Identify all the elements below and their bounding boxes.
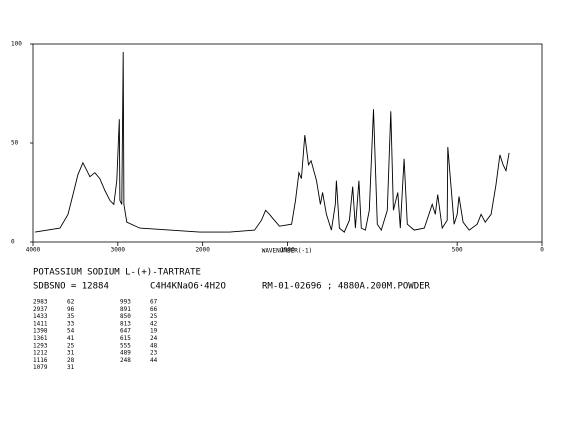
peak-intensity: 31 <box>67 350 75 357</box>
peak-wavenumber: 1398 <box>33 328 48 335</box>
peak-wavenumber: 1411 <box>33 320 48 327</box>
y-tick-label: 100 <box>11 41 22 48</box>
peak-wavenumber: 1116 <box>33 357 48 364</box>
peak-wavenumber: 891 <box>120 306 131 313</box>
peak-intensity: 25 <box>150 313 158 320</box>
formula: C4H4KNaO6·4H2O <box>150 282 226 292</box>
peak-intensity: 42 <box>150 320 158 327</box>
peak-intensity: 54 <box>67 328 75 335</box>
peak-intensity: 33 <box>67 320 75 327</box>
peak-intensity: 31 <box>67 364 75 371</box>
x-tick-label: 4000 <box>26 247 41 254</box>
peak-wavenumber: 555 <box>120 342 131 349</box>
peak-intensity: 28 <box>67 357 75 364</box>
peak-intensity: 48 <box>150 342 158 349</box>
peak-intensity: 35 <box>67 313 75 320</box>
peak-wavenumber: 489 <box>120 350 131 357</box>
x-tick-label: 1500 <box>280 247 295 254</box>
sample-info: RM-01-02696 ; 4880A.200M.POWDER <box>262 282 431 292</box>
peak-wavenumber: 850 <box>120 313 131 320</box>
peak-wavenumber: 647 <box>120 328 131 335</box>
y-tick-label: 50 <box>11 140 19 147</box>
peak-wavenumber: 248 <box>120 357 131 364</box>
peak-wavenumber: 1212 <box>33 350 48 357</box>
peak-intensity: 41 <box>67 335 75 342</box>
peak-intensity: 44 <box>150 357 158 364</box>
x-tick-label: 0 <box>540 247 544 254</box>
peak-wavenumber: 615 <box>120 335 131 342</box>
peak-wavenumber: 2937 <box>33 306 48 313</box>
spectrum-line <box>34 51 510 233</box>
x-axis-label: WAVENUMBER(-1) <box>262 248 313 255</box>
peak-intensity: 24 <box>150 335 158 342</box>
plot-frame <box>32 43 543 243</box>
peak-intensity: 19 <box>150 328 158 335</box>
peak-wavenumber: 1079 <box>33 364 48 371</box>
peak-intensity: 62 <box>67 299 75 306</box>
x-tick-label: 500 <box>452 247 463 254</box>
peak-wavenumber: 993 <box>120 299 131 306</box>
peak-intensity: 25 <box>67 342 75 349</box>
peak-intensity: 96 <box>67 306 75 313</box>
sdbs-number: SDBSNO = 12884 <box>33 282 109 292</box>
peak-wavenumber: 1433 <box>33 313 48 320</box>
peak-wavenumber: 813 <box>120 320 131 327</box>
peak-wavenumber: 1293 <box>33 342 48 349</box>
peak-wavenumber: 1361 <box>33 335 48 342</box>
compound-name: POTASSIUM SODIUM L-(+)-TARTRATE <box>33 268 201 278</box>
peak-intensity: 67 <box>150 299 158 306</box>
y-tick-label: 0 <box>11 239 15 246</box>
peak-intensity: 23 <box>150 350 158 357</box>
x-tick-label: 2000 <box>195 247 210 254</box>
peak-intensity: 66 <box>150 306 158 313</box>
x-tick-label: 3000 <box>111 247 126 254</box>
peak-wavenumber: 2983 <box>33 299 48 306</box>
